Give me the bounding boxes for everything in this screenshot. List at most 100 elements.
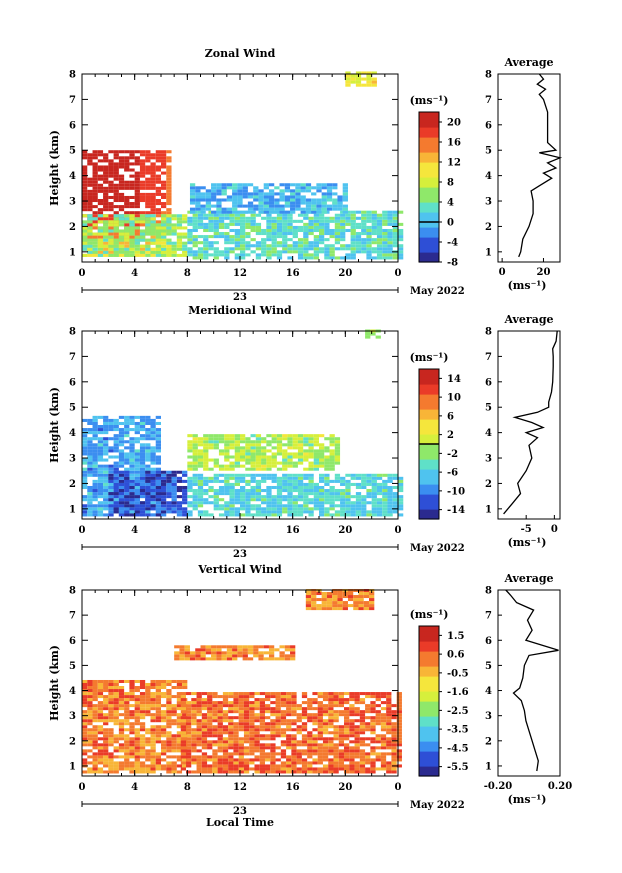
heatmap-cell: [259, 716, 266, 720]
heatmap-cell: [192, 507, 198, 511]
heatmap-cell: [292, 244, 298, 248]
heatmap-cell: [282, 507, 288, 511]
heatmap-cell: [213, 232, 219, 236]
heatmap-cell: [312, 746, 318, 750]
heatmap-cell: [145, 428, 151, 432]
heatmap-cell: [129, 710, 135, 714]
heatmap-cell: [333, 692, 339, 696]
heatmap-cell: [375, 734, 381, 738]
heatmap-cell: [242, 645, 248, 649]
heatmap-cell: [182, 226, 188, 230]
heatmap-cell: [161, 183, 167, 187]
heatmap-cell: [92, 470, 98, 474]
average-y-tick-label: 1: [485, 504, 492, 515]
heatmap-cell: [124, 232, 130, 236]
heatmap-cell: [201, 761, 208, 765]
date-label: May 2022: [410, 543, 465, 554]
heatmap-cell: [303, 485, 309, 490]
heatmap-cell: [161, 719, 167, 723]
heatmap-cell: [238, 758, 244, 762]
heatmap-cell: [290, 651, 296, 655]
heatmap-cell: [255, 467, 262, 471]
heatmap-cell: [134, 428, 140, 432]
heatmap-cell: [176, 214, 183, 218]
heatmap-cell: [150, 501, 156, 505]
heatmap-cell: [145, 226, 151, 230]
heatmap-cell: [186, 743, 192, 747]
heatmap-cell: [145, 495, 151, 499]
heatmap-cell: [386, 701, 392, 705]
heatmap-cell: [287, 473, 293, 477]
heatmap-cell: [282, 489, 288, 493]
heatmap-cell: [391, 713, 397, 717]
heatmap-cell: [253, 654, 259, 658]
heatmap-cell: [301, 740, 308, 744]
heatmap-cell: [365, 770, 371, 774]
heatmap-cell: [155, 226, 161, 230]
heatmap-cell: [275, 704, 281, 708]
heatmap-cell: [200, 192, 206, 196]
heatmap-cell: [365, 710, 371, 714]
heatmap-cell: [280, 767, 287, 771]
heatmap-cell: [103, 192, 109, 196]
heatmap-cell: [113, 162, 119, 166]
heatmap-cell: [161, 238, 167, 242]
heatmap-cell: [237, 654, 243, 658]
heatmap-cell: [155, 180, 161, 184]
heatmap-cell: [213, 507, 219, 511]
heatmap-cell: [139, 250, 146, 254]
heatmap-cell: [87, 421, 93, 425]
heatmap-cell: [324, 253, 330, 257]
heatmap-cell: [268, 648, 275, 652]
heatmap-cell: [259, 722, 266, 726]
colorbar-swatch: [419, 197, 439, 203]
heatmap-cell: [305, 198, 312, 202]
heatmap-cell: [211, 210, 217, 214]
heatmap-cell: [87, 731, 93, 735]
colorbar-swatch: [419, 142, 439, 148]
heatmap-cell: [350, 250, 356, 254]
heatmap-cell: [324, 256, 330, 260]
heatmap-cell: [87, 513, 93, 517]
heatmap-cell: [243, 719, 250, 723]
heatmap-cell: [92, 220, 98, 224]
heatmap-cell: [297, 489, 304, 493]
heatmap-cell: [124, 734, 130, 738]
colorbar-swatch: [419, 504, 439, 510]
heatmap-cell: [208, 253, 214, 257]
heatmap-cell: [218, 464, 225, 468]
heatmap-cell: [326, 607, 333, 611]
colorbar-tick-label: 1.5: [447, 631, 464, 642]
heatmap-cell: [180, 734, 187, 738]
heatmap-cell: [129, 235, 135, 239]
heatmap-cell: [245, 501, 251, 505]
heatmap-cell: [180, 692, 187, 696]
heatmap-cell: [82, 440, 88, 444]
heatmap-cell: [253, 195, 259, 199]
heatmap-cell: [329, 495, 335, 499]
heatmap-cell: [375, 746, 381, 750]
heatmap-cell: [361, 247, 367, 251]
heatmap-cell: [291, 734, 297, 738]
heatmap-cell: [359, 761, 366, 765]
heatmap-cell: [328, 701, 334, 705]
heatmap-cell: [113, 683, 119, 687]
heatmap-cell: [97, 443, 104, 447]
heatmap-cell: [338, 698, 345, 702]
heatmap-cell: [87, 156, 93, 160]
heatmap-cell: [161, 740, 167, 744]
heatmap-cell: [171, 501, 177, 505]
heatmap-cell: [212, 710, 218, 714]
heatmap-cell: [270, 764, 276, 768]
heatmap-cell: [82, 752, 88, 756]
heatmap-cell: [396, 758, 402, 762]
heatmap-cell: [166, 722, 172, 726]
heatmap-cell: [92, 707, 98, 711]
heatmap-cell: [371, 238, 377, 242]
heatmap-cell: [87, 431, 93, 435]
heatmap-cell: [139, 214, 146, 218]
heatmap-cell: [338, 740, 345, 744]
heatmap-cell: [380, 734, 387, 738]
heatmap-cell: [300, 198, 306, 202]
heatmap-cell: [270, 719, 276, 723]
